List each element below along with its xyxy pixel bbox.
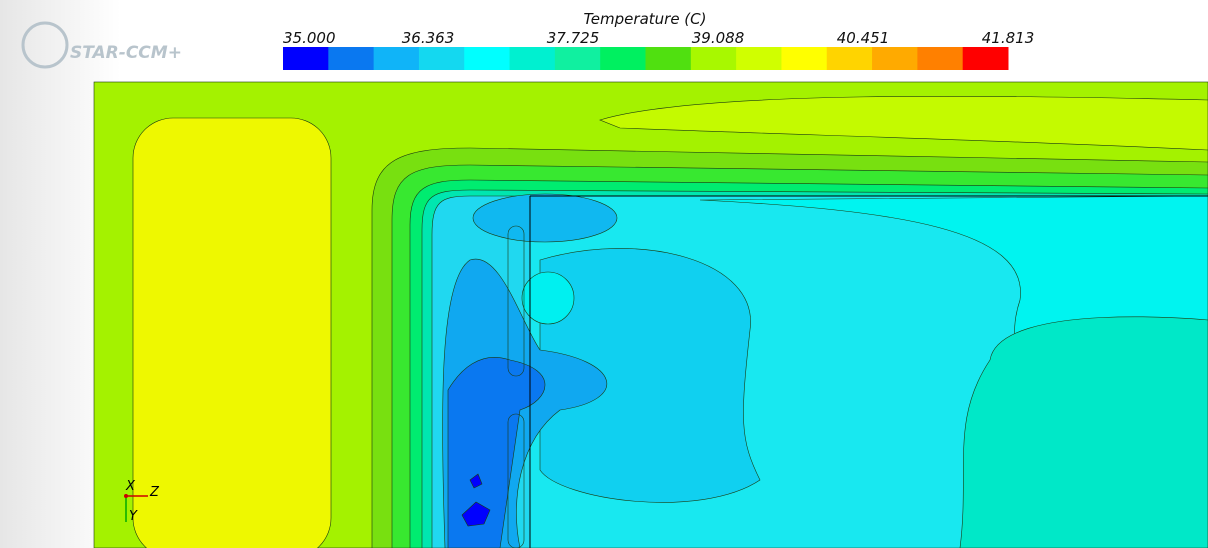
logo: STAR-CCM+ bbox=[21, 21, 182, 69]
axis-label: X bbox=[125, 479, 136, 494]
legend-label: 39.088 bbox=[692, 29, 745, 47]
legend-swatch bbox=[373, 47, 420, 70]
axis-label: Z bbox=[149, 485, 160, 500]
legend-swatch bbox=[645, 47, 692, 70]
legend-label: 41.813 bbox=[982, 29, 1035, 47]
legend-swatch bbox=[872, 47, 918, 70]
legend-swatch bbox=[917, 47, 964, 70]
legend-label: 35.000 bbox=[283, 29, 336, 47]
legend-swatch bbox=[781, 47, 828, 70]
legend-swatch bbox=[328, 47, 375, 70]
contour-field bbox=[93, 81, 1208, 548]
legend-swatch bbox=[962, 47, 1009, 70]
legend-swatch bbox=[826, 47, 873, 70]
legend-swatch bbox=[418, 47, 465, 70]
legend-label: 37.725 bbox=[547, 29, 600, 47]
legend-label: 40.451 bbox=[837, 29, 890, 47]
legend-swatch bbox=[600, 47, 646, 70]
legend-swatch bbox=[690, 47, 737, 70]
logo-text: STAR-CCM+ bbox=[70, 43, 182, 63]
legend-label: 36.363 bbox=[402, 29, 455, 47]
axis-label: Y bbox=[129, 509, 138, 524]
legend-swatch bbox=[509, 47, 556, 70]
legend-title: Temperature (C) bbox=[584, 10, 707, 28]
legend-swatch bbox=[464, 47, 511, 70]
legend-swatch bbox=[736, 47, 782, 70]
legend-swatch bbox=[283, 47, 329, 70]
legend-swatch bbox=[554, 47, 601, 70]
axis-triad: X Z Y bbox=[124, 479, 160, 524]
